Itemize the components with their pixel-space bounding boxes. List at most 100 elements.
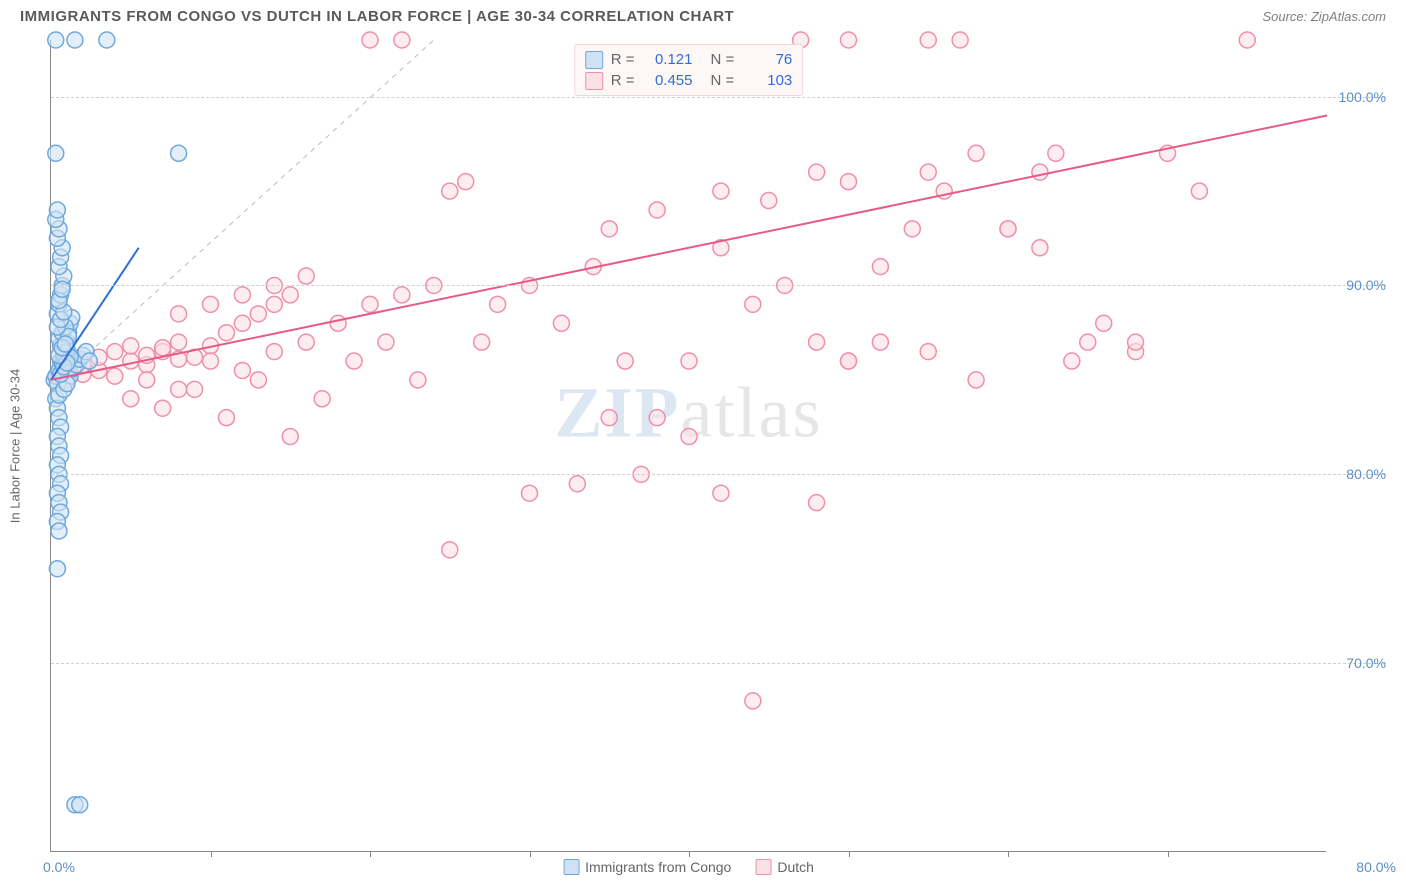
- congo-point: [54, 281, 70, 297]
- y-tick-label: 80.0%: [1331, 466, 1386, 482]
- dutch-point: [1032, 240, 1048, 256]
- legend-series-item: Dutch: [755, 859, 814, 875]
- dutch-point: [107, 368, 123, 384]
- dutch-point: [761, 193, 777, 209]
- dutch-point: [458, 174, 474, 190]
- dutch-point: [809, 334, 825, 350]
- legend-n-label: N =: [711, 49, 735, 70]
- dutch-point: [872, 259, 888, 275]
- dutch-point: [1032, 164, 1048, 180]
- congo-point: [48, 145, 64, 161]
- dutch-point: [569, 476, 585, 492]
- legend-series-item: Immigrants from Congo: [563, 859, 731, 875]
- dutch-point: [809, 164, 825, 180]
- dutch-point: [266, 344, 282, 360]
- dutch-point: [298, 268, 314, 284]
- dutch-point: [218, 410, 234, 426]
- y-tick-label: 100.0%: [1331, 89, 1386, 105]
- dutch-point: [123, 338, 139, 354]
- dutch-point: [968, 372, 984, 388]
- dutch-point: [250, 372, 266, 388]
- x-tick: [530, 851, 531, 857]
- plot-svg: [51, 40, 1326, 851]
- x-max-label: 80.0%: [1356, 859, 1396, 875]
- dutch-point: [1191, 183, 1207, 199]
- dutch-point: [490, 296, 506, 312]
- dutch-point: [1048, 145, 1064, 161]
- dutch-point: [745, 296, 761, 312]
- legend-n-label: N =: [711, 70, 735, 91]
- dutch-point: [314, 391, 330, 407]
- legend-series-label: Dutch: [777, 859, 814, 875]
- x-tick: [1008, 851, 1009, 857]
- legend-r-label: R =: [611, 70, 635, 91]
- gridline: [51, 97, 1386, 98]
- x-origin-label: 0.0%: [43, 859, 75, 875]
- dutch-point: [107, 344, 123, 360]
- dutch-point: [1080, 334, 1096, 350]
- dutch-point: [920, 344, 936, 360]
- chart-area: ZIPatlas In Labor Force | Age 30-34 R =0…: [50, 40, 1326, 852]
- dutch-point: [155, 340, 171, 356]
- gridline: [51, 474, 1386, 475]
- legend-swatch: [755, 859, 771, 875]
- dutch-point: [187, 381, 203, 397]
- legend-series: Immigrants from Congo Dutch: [563, 859, 814, 875]
- legend-series-label: Immigrants from Congo: [585, 859, 731, 875]
- dutch-point: [203, 296, 219, 312]
- page-title: IMMIGRANTS FROM CONGO VS DUTCH IN LABOR …: [20, 8, 734, 25]
- dutch-point: [362, 32, 378, 48]
- dutch-point: [139, 372, 155, 388]
- dutch-point: [553, 315, 569, 331]
- dutch-point: [298, 334, 314, 350]
- x-tick: [370, 851, 371, 857]
- congo-point: [171, 145, 187, 161]
- y-tick-label: 70.0%: [1331, 655, 1386, 671]
- dutch-point: [872, 334, 888, 350]
- dutch-point: [378, 334, 394, 350]
- congo-point: [49, 202, 65, 218]
- x-tick: [211, 851, 212, 857]
- dutch-point: [234, 362, 250, 378]
- congo-point: [51, 523, 67, 539]
- x-tick: [1168, 851, 1169, 857]
- dutch-point: [250, 306, 266, 322]
- legend-n-value: 76: [746, 49, 792, 70]
- dutch-point: [713, 485, 729, 501]
- dutch-point: [1239, 32, 1255, 48]
- dutch-point: [442, 183, 458, 199]
- dutch-point: [681, 429, 697, 445]
- congo-point: [49, 561, 65, 577]
- dutch-point: [330, 315, 346, 331]
- dutch-point: [362, 296, 378, 312]
- dutch-point: [282, 287, 298, 303]
- dutch-point: [394, 287, 410, 303]
- y-axis-title: In Labor Force | Age 30-34: [8, 368, 23, 522]
- legend-stats-row: R =0.121N =76: [585, 49, 793, 70]
- dutch-point: [203, 353, 219, 369]
- legend-stats: R =0.121N =76R =0.455N =103: [574, 44, 804, 96]
- dutch-point: [649, 410, 665, 426]
- congo-point: [48, 32, 64, 48]
- dutch-point: [952, 32, 968, 48]
- dutch-point: [649, 202, 665, 218]
- dutch-point: [841, 32, 857, 48]
- dutch-point: [809, 495, 825, 511]
- dutch-point: [904, 221, 920, 237]
- dutch-point: [218, 325, 234, 341]
- dutch-point: [282, 429, 298, 445]
- dutch-point: [234, 287, 250, 303]
- x-tick: [849, 851, 850, 857]
- dutch-point: [745, 693, 761, 709]
- legend-swatch: [563, 859, 579, 875]
- dutch-point: [920, 32, 936, 48]
- dutch-point: [346, 353, 362, 369]
- dutch-point: [841, 353, 857, 369]
- dutch-point: [920, 164, 936, 180]
- congo-point: [67, 32, 83, 48]
- dutch-point: [171, 381, 187, 397]
- gridline: [51, 285, 1386, 286]
- dutch-point: [474, 334, 490, 350]
- legend-stats-row: R =0.455N =103: [585, 70, 793, 91]
- congo-point: [72, 797, 88, 813]
